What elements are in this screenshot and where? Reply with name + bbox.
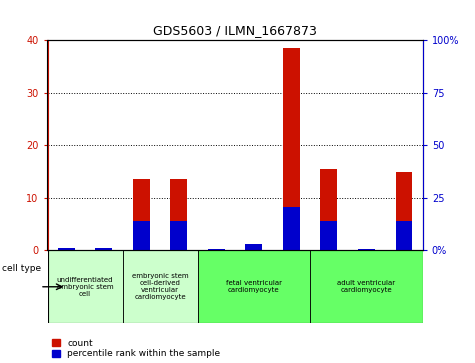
Bar (133, 221, 150, 250)
Bar (95, 248, 112, 250)
Bar (283, 48, 300, 250)
Text: undifferentiated
embryonic stem
cell: undifferentiated embryonic stem cell (57, 277, 114, 297)
Bar (283, 207, 300, 250)
Bar (321, 221, 337, 250)
Bar (321, 169, 337, 250)
Bar (133, 179, 150, 250)
Bar (246, 244, 262, 250)
Text: fetal ventricular
cardiomyocyte: fetal ventricular cardiomyocyte (226, 280, 282, 293)
Text: embryonic stem
cell-derived
ventricular
cardiomyocyte: embryonic stem cell-derived ventricular … (132, 273, 189, 300)
Bar (310, 250, 423, 323)
Bar (95, 249, 112, 250)
Bar (396, 221, 412, 250)
Bar (171, 221, 187, 250)
Bar (396, 171, 412, 250)
Bar (358, 249, 375, 250)
Bar (48, 250, 123, 323)
Bar (198, 250, 310, 323)
Bar (58, 248, 75, 250)
Text: cell type: cell type (2, 264, 41, 273)
Legend: count, percentile rank within the sample: count, percentile rank within the sample (52, 339, 220, 359)
Bar (171, 179, 187, 250)
Bar (208, 249, 225, 250)
Text: adult ventricular
cardiomyocyte: adult ventricular cardiomyocyte (337, 280, 396, 293)
Bar (58, 249, 75, 250)
Title: GDS5603 / ILMN_1667873: GDS5603 / ILMN_1667873 (153, 24, 317, 37)
Bar (123, 250, 198, 323)
Bar (246, 245, 262, 250)
